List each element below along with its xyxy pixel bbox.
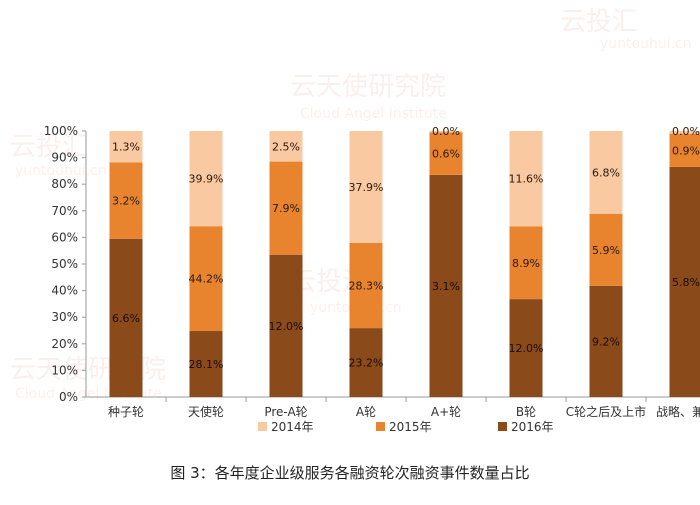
y-tick-label: 40% <box>51 284 78 298</box>
watermark-text: yuntouhui.cn <box>600 36 692 52</box>
x-tick-label: A轮 <box>356 405 376 419</box>
data-label: 0.0% <box>432 125 460 138</box>
data-label: 3.1% <box>432 280 460 293</box>
data-label: 12.0% <box>509 342 544 355</box>
figure-caption: 图 3：各年度企业级服务各融资轮次融资事件数量占比 <box>0 462 700 483</box>
y-tick-label: 20% <box>51 337 78 351</box>
x-tick-label: C轮之后及上市 <box>566 404 646 419</box>
y-tick-label: 30% <box>51 310 78 324</box>
y-tick-label: 100% <box>44 124 78 138</box>
y-tick-label: 90% <box>51 151 78 165</box>
x-tick-label: B轮 <box>516 405 536 419</box>
data-label: 0.9% <box>672 144 700 157</box>
data-label: 28.3% <box>349 280 384 293</box>
data-label: 9.2% <box>592 335 620 348</box>
data-label: 0.6% <box>432 148 460 161</box>
x-tick-label: 战略、兼并 <box>656 404 700 419</box>
x-tick-label: A+轮 <box>431 405 461 419</box>
data-label: 8.9% <box>512 257 540 270</box>
y-tick-label: 70% <box>51 204 78 218</box>
watermark-text: 云天使研究院 <box>290 72 446 102</box>
legend-swatch <box>376 422 385 431</box>
legend-swatch <box>258 422 267 431</box>
data-label: 5.8% <box>672 276 700 289</box>
legend-label: 2015年 <box>389 420 432 434</box>
x-tick-label: 天使轮 <box>188 404 224 419</box>
data-label: 37.9% <box>349 181 384 194</box>
data-label: 2.5% <box>272 140 300 153</box>
watermark-text: 云投汇 <box>560 7 638 37</box>
data-label: 12.0% <box>269 320 304 333</box>
y-tick-label: 0% <box>59 390 78 404</box>
data-label: 28.1% <box>189 358 224 371</box>
data-label: 5.9% <box>592 244 620 257</box>
data-label: 1.3% <box>112 141 140 154</box>
legend-swatch <box>498 422 507 431</box>
data-label: 39.9% <box>189 173 224 186</box>
y-tick-label: 50% <box>51 257 78 271</box>
legend: 2014年 2015年 2016年 <box>258 420 554 434</box>
data-label: 23.2% <box>349 357 384 370</box>
data-label: 11.6% <box>509 173 544 186</box>
data-label: 7.9% <box>272 202 300 215</box>
bars: 6.6% 3.2% 1.3% 28.1% 44.2% 39.9% 12.0% 7.9% 2.5%… <box>110 125 700 397</box>
x-tick-label: 种子轮 <box>108 405 144 419</box>
data-label: 6.8% <box>592 166 620 179</box>
watermark-text: 云天使研究院 <box>10 355 166 385</box>
x-tick-label: Pre-A轮 <box>264 405 307 419</box>
data-label: 3.2% <box>112 195 140 208</box>
legend-label: 2014年 <box>271 420 314 434</box>
y-tick-label: 60% <box>51 230 78 244</box>
y-tick-label: 10% <box>51 363 78 377</box>
y-tick-label: 80% <box>51 177 78 191</box>
legend-label: 2016年 <box>511 420 554 434</box>
data-label: 44.2% <box>189 273 224 286</box>
watermark-text: Cloud Angel Institute <box>300 106 447 122</box>
data-label: 6.6% <box>112 312 140 325</box>
data-label: 0.0% <box>672 125 700 138</box>
